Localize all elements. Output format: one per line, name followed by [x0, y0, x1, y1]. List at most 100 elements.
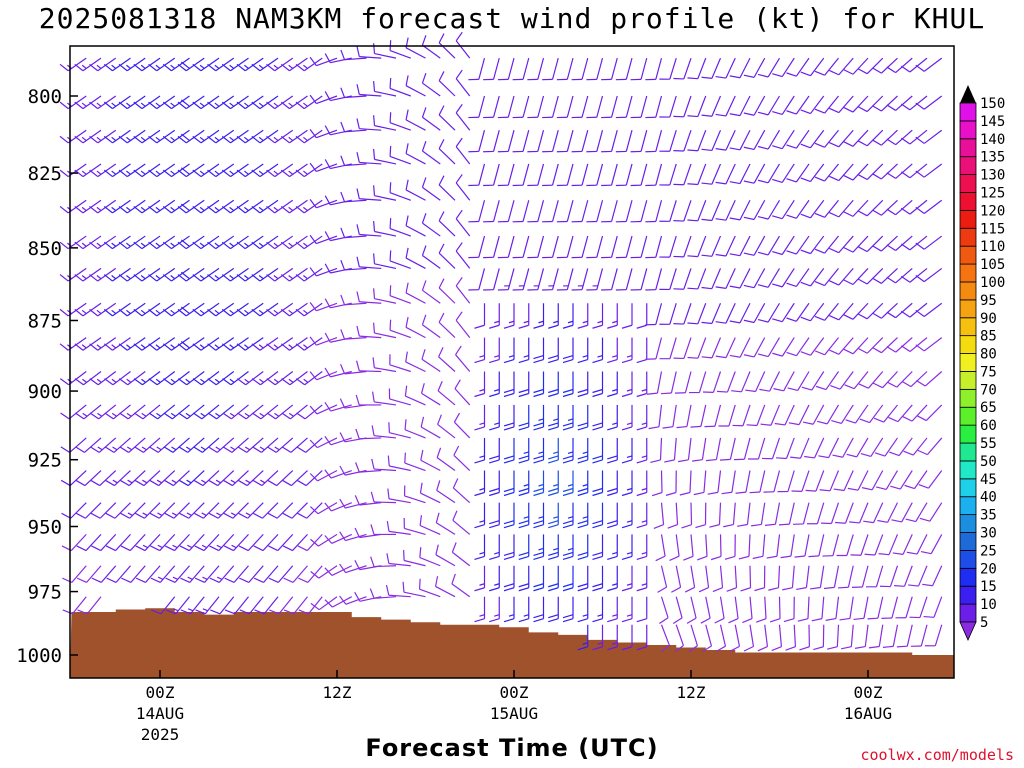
wind-barb — [373, 221, 397, 237]
barb-full — [435, 544, 439, 555]
wind-barb — [715, 268, 736, 289]
wind-barb — [772, 268, 795, 288]
barb-shaft — [824, 199, 839, 218]
barb-shaft — [405, 361, 426, 373]
wind-barb — [437, 381, 456, 406]
barb-shaft — [186, 371, 205, 386]
barb-shaft — [203, 533, 220, 551]
barb-full — [892, 552, 904, 555]
barb-shaft — [359, 161, 382, 165]
barb-shaft — [344, 57, 367, 61]
barb-full — [269, 609, 280, 615]
wind-barb — [483, 235, 500, 259]
wind-barb — [592, 303, 604, 329]
wind-barb — [356, 224, 382, 237]
barb-shaft — [82, 199, 102, 214]
wind-barb — [340, 121, 367, 133]
barb-half — [479, 583, 485, 586]
wind-barb — [746, 404, 766, 427]
barb-shaft — [566, 163, 574, 186]
barb-full — [489, 555, 500, 560]
barb-half — [641, 583, 647, 586]
wind-barb — [420, 449, 441, 472]
wind-barb — [733, 437, 751, 461]
barb-full — [518, 524, 529, 529]
barb-shaft — [610, 200, 618, 222]
barb-full — [280, 241, 290, 250]
barb-full — [873, 417, 884, 423]
barb-full — [89, 205, 99, 214]
barb-full — [715, 75, 727, 79]
barb-shaft — [274, 371, 294, 386]
wind-barb — [719, 437, 736, 461]
barb-half — [199, 309, 205, 315]
wind-barb — [772, 199, 795, 220]
wind-barb — [421, 73, 441, 97]
wind-barb — [438, 278, 456, 304]
wind-barb — [387, 455, 411, 472]
barb-half — [140, 64, 146, 69]
barb-shaft — [359, 502, 382, 506]
barb-shaft — [304, 404, 323, 420]
barb-shaft — [749, 624, 755, 647]
barb-shaft — [551, 130, 559, 152]
barb-full — [297, 512, 308, 519]
wind-barb — [886, 235, 913, 251]
wind-barb — [177, 302, 205, 317]
barb-half — [538, 320, 544, 324]
barb-half — [626, 583, 633, 586]
barb-full — [282, 512, 293, 519]
wind-barb — [799, 624, 810, 651]
barb-full — [454, 379, 461, 389]
barb-full — [715, 181, 727, 185]
wind-barb — [266, 163, 294, 178]
barb-full — [489, 618, 500, 623]
barb-shaft — [419, 588, 441, 598]
barb-shaft — [359, 370, 382, 373]
barb-shaft — [655, 130, 663, 152]
wind-barb — [527, 268, 545, 291]
barb-half — [216, 512, 222, 516]
wind-barb — [690, 404, 707, 428]
barb-half — [171, 512, 178, 516]
barb-shaft — [305, 437, 323, 453]
barb-full — [266, 241, 276, 250]
barb-shaft — [507, 163, 515, 186]
colorbar-cell — [959, 174, 977, 193]
barb-full — [268, 577, 279, 583]
wind-barb — [562, 534, 574, 560]
barb-full — [280, 274, 290, 282]
barb-shaft — [866, 57, 884, 75]
wind-barb — [872, 371, 898, 389]
barb-shaft — [404, 462, 426, 472]
barb-full — [295, 135, 305, 144]
wind-barb — [133, 129, 161, 144]
barb-shaft — [866, 129, 884, 147]
barb-shaft — [230, 371, 249, 386]
wind-barb — [791, 470, 810, 492]
wind-barb — [905, 502, 928, 523]
barb-full — [814, 315, 825, 321]
wind-barb — [236, 199, 264, 214]
barb-shaft — [172, 404, 190, 420]
wind-barb — [283, 596, 308, 615]
barb-shaft — [762, 534, 766, 557]
barb-full — [223, 545, 234, 552]
barb-shaft — [640, 163, 648, 186]
wind-barb — [295, 57, 323, 72]
wind-barb — [857, 163, 884, 181]
barb-half — [479, 422, 485, 426]
barb-shaft — [344, 129, 367, 133]
barb-half — [273, 344, 279, 349]
wind-barb — [673, 57, 692, 80]
barb-full — [163, 446, 174, 453]
barb-shaft — [778, 596, 781, 619]
barb-shaft — [933, 596, 943, 618]
barb-full — [679, 491, 691, 496]
wind-barb — [373, 148, 397, 165]
x-tick-date: 16AUG — [844, 704, 892, 723]
barb-full — [148, 101, 158, 110]
barb-half — [258, 170, 264, 175]
site-credit[interactable]: coolwx.com/models — [860, 746, 1014, 764]
barb-half — [81, 170, 87, 175]
